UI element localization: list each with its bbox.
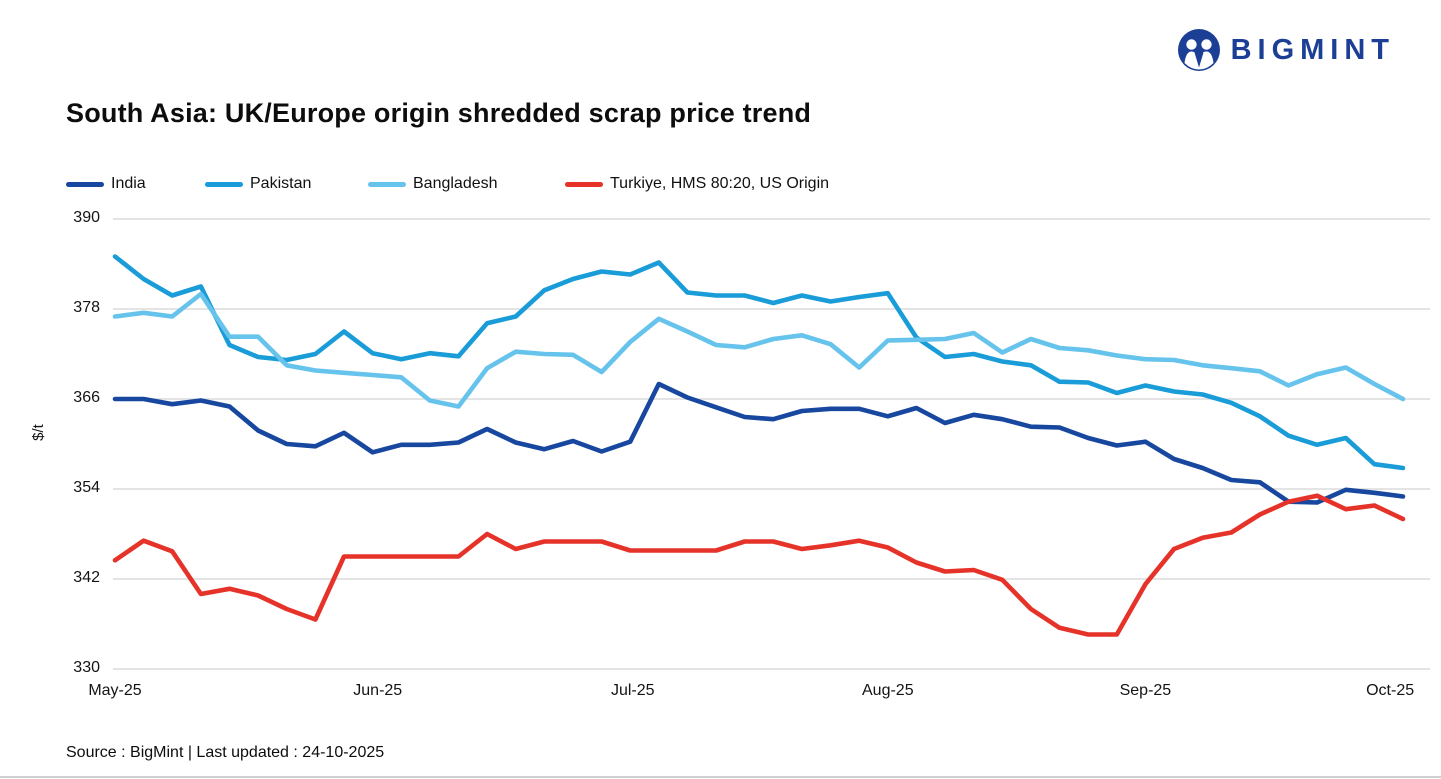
source-note: Source : BigMint | Last updated : 24-10-…: [66, 744, 385, 761]
series-line-pakistan: [112, 254, 1406, 471]
x-tick-label: Oct-25: [1366, 682, 1415, 699]
y-axis-unit: $/t: [29, 424, 47, 441]
legend-swatch: [368, 181, 406, 187]
y-tick-label: 342: [73, 569, 100, 586]
legend-swatch: [205, 181, 243, 187]
series-line-turkiye: [112, 493, 1406, 637]
legend-swatch: [66, 181, 104, 187]
series-line-india: [112, 381, 1406, 505]
legend-swatch: [565, 181, 603, 187]
bigmint-logo-icon: [1177, 29, 1220, 71]
legend-item-pakistan[interactable]: Pakistan: [205, 173, 311, 195]
x-tick-label: Jun-25: [353, 682, 403, 699]
legend-label: Bangladesh: [413, 175, 498, 192]
series-line-bangladesh: [112, 291, 1406, 409]
legend-item-bangladesh[interactable]: Bangladesh: [368, 173, 498, 195]
bottom-divider: [0, 776, 1441, 778]
logo-text: BIGMINT: [1230, 33, 1395, 66]
x-tick-label: Aug-25: [862, 682, 914, 699]
legend: India Pakistan Bangladesh Turkiye, HMS 80:2…: [0, 173, 1441, 195]
y-tick-label: 330: [73, 659, 100, 676]
bigmint-logo: BIGMINT: [1177, 28, 1395, 72]
y-tick-label: 366: [73, 389, 100, 406]
x-tick-label: Sep-25: [1119, 682, 1172, 699]
legend-label: India: [111, 175, 146, 192]
y-tick-label: 354: [73, 479, 100, 496]
legend-label: Pakistan: [250, 175, 312, 192]
legend-item-india[interactable]: India: [66, 173, 146, 195]
chart-title: South Asia: UK/Europe origin shredded sc…: [66, 98, 812, 128]
y-tick-label: 390: [73, 209, 100, 226]
y-tick-label: 378: [73, 299, 100, 316]
x-tick-label: May-25: [88, 682, 142, 699]
legend-item-turkiye[interactable]: Turkiye, HMS 80:20, US Origin: [565, 173, 829, 195]
legend-label: Turkiye, HMS 80:20, US Origin: [610, 175, 830, 192]
x-tick-label: Jul-25: [610, 682, 655, 699]
